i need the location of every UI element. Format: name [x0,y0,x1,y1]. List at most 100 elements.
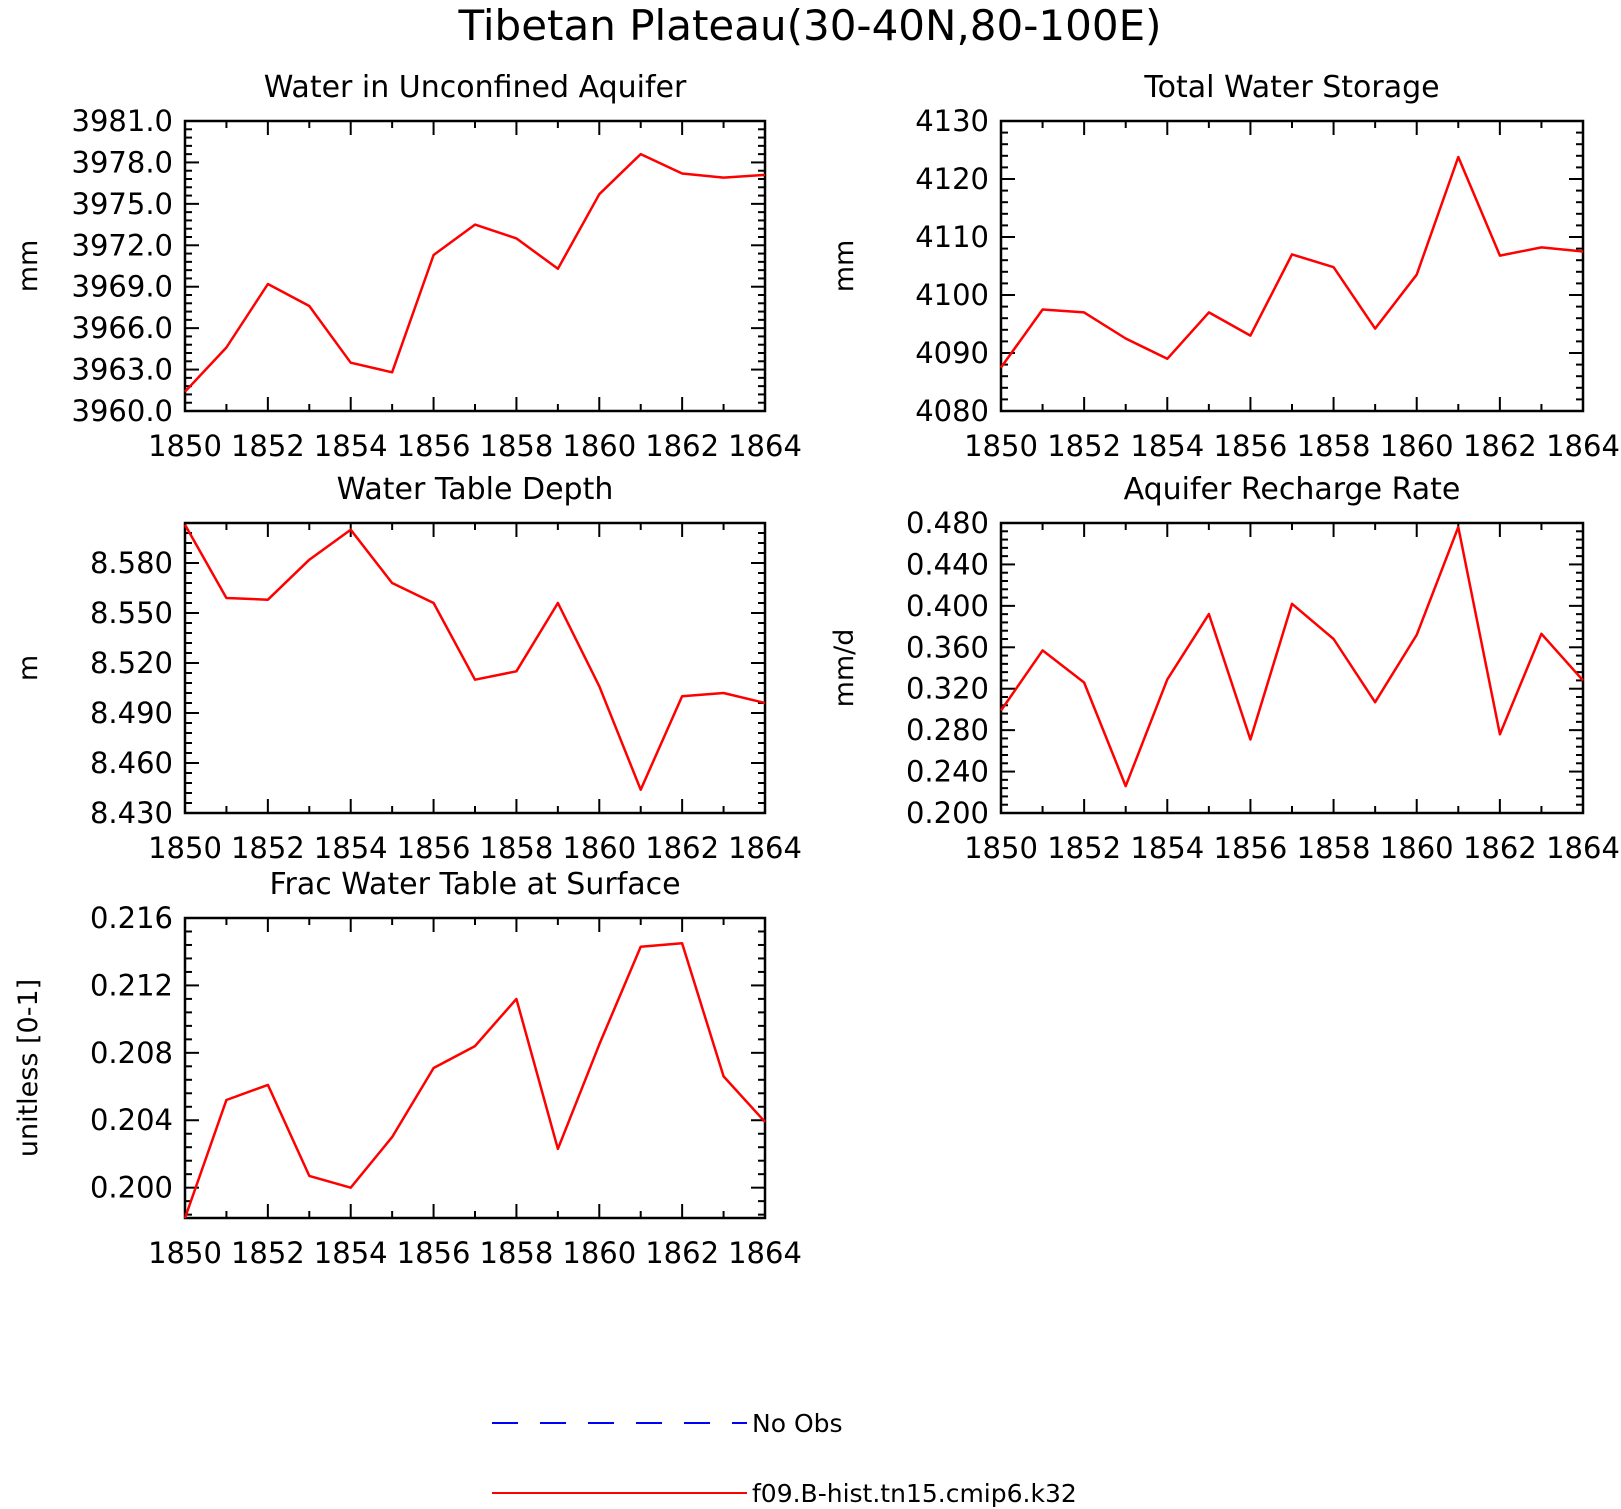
y-tick-label: 0.440 [906,547,989,581]
y-tick-label: 0.200 [906,796,989,830]
figure-title: Tibetan Plateau(30-40N,80-100E) [458,1,1162,50]
x-tick-label: 1864 [728,831,802,865]
y-tick-label: 3969.0 [72,270,173,304]
y-tick-label: 3981.0 [72,104,173,138]
panel-4: 1850 1852 1854 1856 1858 1860 1862 1864 0.200 0.2… [829,472,1620,865]
x-tick-label: 1850 [148,1236,222,1270]
x-tick-label: 1860 [1380,429,1454,463]
panel-title: Water Table Depth [337,472,614,507]
y-tick-label: 0.216 [90,901,173,935]
x-tick-label: 1850 [148,831,222,865]
panel-title: Frac Water Table at Surface [269,867,680,902]
y-tick-label: 0.208 [90,1036,173,1070]
y-tick-label: 4110 [915,220,989,254]
plot-frame [183,521,767,815]
x-tick-label: 1850 [964,429,1038,463]
y-tick-label: 3972.0 [72,228,173,262]
x-tick-label: 1864 [728,1236,802,1270]
series-line-1 [999,525,1584,788]
x-tick-label: 1856 [397,1236,471,1270]
y-tick-label: 0.320 [906,672,989,706]
plot-frame [999,119,1585,413]
y-tick-label: 0.280 [906,713,989,747]
y-tick-label: 8.580 [90,546,173,580]
panels: 1850 1852 1854 1856 1858 1860 1862 18643960.039… [13,70,1620,1270]
x-tick-label: 1862 [1463,831,1537,865]
x-tick-label: 1858 [480,1236,554,1270]
y-tick-label: 3975.0 [72,187,173,221]
x-tick-label: 1856 [397,831,471,865]
plot-frame [999,521,1585,815]
x-tick-label: 1852 [231,1236,305,1270]
y-tick-label: 8.490 [90,696,173,730]
x-tick-label: 1864 [1546,831,1620,865]
plot-frame [183,916,767,1220]
y-tick-label: 3963.0 [72,353,173,387]
panel-title: Aquifer Recharge Rate [1124,472,1461,507]
y-tick-label: 8.430 [90,796,173,830]
x-tick-label: 1856 [397,429,471,463]
y-tick-label: 4090 [915,336,989,370]
y-axis-label: mm [829,240,860,293]
y-tick-label: 4120 [915,162,989,196]
y-tick-label: 3966.0 [72,311,173,345]
x-tick-label: 1862 [1463,429,1537,463]
x-tick-label: 1854 [1130,429,1204,463]
panel-1: 1850 1852 1854 1856 1858 1860 1862 1864 3960.0 39… [13,70,802,463]
legend: No Obs f09.B-hist.tn15.cmip6.k32 [492,1409,1077,1508]
legend-label-no-obs: No Obs [752,1409,843,1438]
panel-2: 1850 1852 1854 1856 1858 1860 1862 1864 4080 4090… [829,70,1620,463]
y-tick-label: 0.480 [906,506,989,540]
x-tick-label: 1856 [1214,831,1288,865]
x-tick-label: 1860 [562,1236,636,1270]
y-tick-label: 0.212 [90,968,173,1002]
series-line-1 [183,524,766,791]
x-tick-label: 1862 [645,831,719,865]
x-tick-label: 1858 [1297,429,1371,463]
x-tick-label: 1862 [645,429,719,463]
x-tick-label: 1856 [1214,429,1288,463]
x-tick-label: 1858 [480,429,554,463]
y-tick-label: 4130 [915,104,989,138]
series-line-1 [183,942,766,1219]
y-tick-label: 8.460 [90,746,173,780]
x-tick-label: 1850 [964,831,1038,865]
y-tick-label: 0.240 [906,755,989,789]
x-tick-label: 1852 [1047,429,1121,463]
legend-label-model: f09.B-hist.tn15.cmip6.k32 [752,1479,1077,1508]
series-line-1 [999,155,1584,369]
x-tick-label: 1852 [1047,831,1121,865]
x-tick-label: 1854 [1130,831,1204,865]
x-tick-label: 1858 [480,831,554,865]
panel-3: 1850 1852 1854 1856 1858 1860 1862 1864 8.430 8.4… [13,472,802,865]
x-tick-label: 1852 [231,831,305,865]
panel-title: Water in Unconfined Aquifer [264,70,687,105]
panel-5: 1850 1852 1854 1856 1858 1860 1862 1864 0.200 0.2… [13,867,802,1270]
x-tick-label: 1860 [562,831,636,865]
x-tick-label: 1854 [314,1236,388,1270]
y-axis-label: unitless [0-1] [13,979,44,1157]
x-tick-label: 1860 [1380,831,1454,865]
y-axis-label: m [13,655,44,681]
y-tick-label: 0.360 [906,630,989,664]
plot-frame [183,119,767,413]
x-tick-label: 1854 [314,429,388,463]
x-tick-label: 1852 [231,429,305,463]
y-axis-label: mm [13,240,44,293]
x-tick-label: 1860 [562,429,636,463]
series-line-1 [184,152,766,393]
y-tick-label: 4100 [915,278,989,312]
y-tick-label: 0.200 [90,1171,173,1205]
y-tick-label: 4080 [915,394,989,428]
y-tick-label: 3978.0 [72,145,173,179]
x-tick-label: 1854 [314,831,388,865]
x-tick-label: 1858 [1297,831,1371,865]
x-tick-label: 1864 [1546,429,1620,463]
x-tick-label: 1850 [148,429,222,463]
x-tick-label: 1864 [728,429,802,463]
panel-title: Total Water Storage [1143,70,1439,105]
y-tick-label: 3960.0 [72,394,173,428]
x-tick-label: 1862 [645,1236,719,1270]
y-tick-label: 8.550 [90,596,173,630]
